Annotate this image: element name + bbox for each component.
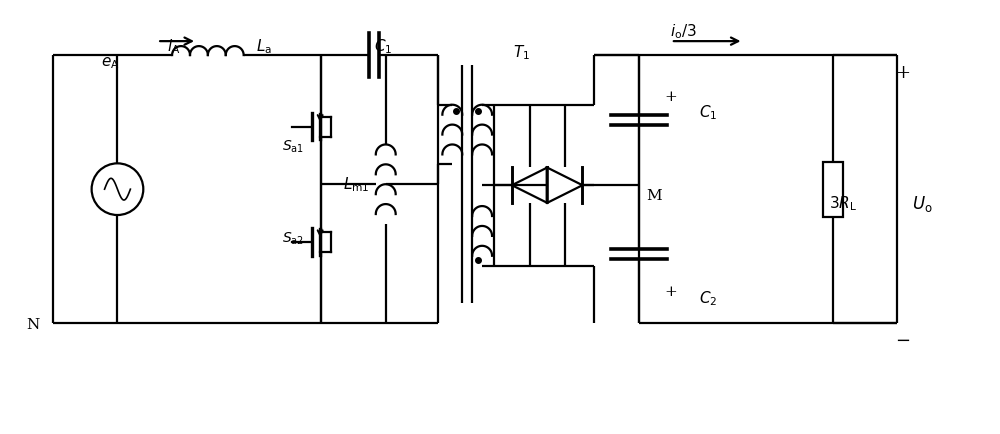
Polygon shape: [547, 168, 582, 203]
Text: $S_{\mathrm{a1}}$: $S_{\mathrm{a1}}$: [282, 138, 304, 155]
Text: +: +: [895, 64, 910, 82]
Text: $3R_{\mathrm{L}}$: $3R_{\mathrm{L}}$: [829, 195, 857, 214]
Text: $C_{1}$: $C_{1}$: [374, 38, 392, 56]
Text: $C_{2}$: $C_{2}$: [699, 289, 718, 308]
Text: $U_{\mathrm{o}}$: $U_{\mathrm{o}}$: [912, 194, 933, 214]
Text: N: N: [26, 318, 40, 332]
Text: $L_{\mathrm{m1}}$: $L_{\mathrm{m1}}$: [343, 175, 369, 194]
Bar: [823, 162, 843, 217]
Text: $e_{\mathrm{A}}$: $e_{\mathrm{A}}$: [101, 55, 120, 71]
Polygon shape: [512, 168, 548, 203]
Text: +: +: [665, 90, 677, 104]
Text: +: +: [665, 285, 677, 299]
Text: $i_{\mathrm{o}}/3$: $i_{\mathrm{o}}/3$: [670, 22, 697, 40]
Text: $L_{\mathrm{a}}$: $L_{\mathrm{a}}$: [256, 38, 272, 56]
Text: M: M: [646, 189, 662, 203]
Text: $T_{1}$: $T_{1}$: [513, 44, 530, 62]
Text: $i_{\mathrm{A}}$: $i_{\mathrm{A}}$: [167, 38, 181, 56]
Text: $S_{\mathrm{a2}}$: $S_{\mathrm{a2}}$: [282, 230, 304, 247]
Text: −: −: [895, 332, 910, 350]
Text: $C_{1}$: $C_{1}$: [699, 103, 718, 122]
